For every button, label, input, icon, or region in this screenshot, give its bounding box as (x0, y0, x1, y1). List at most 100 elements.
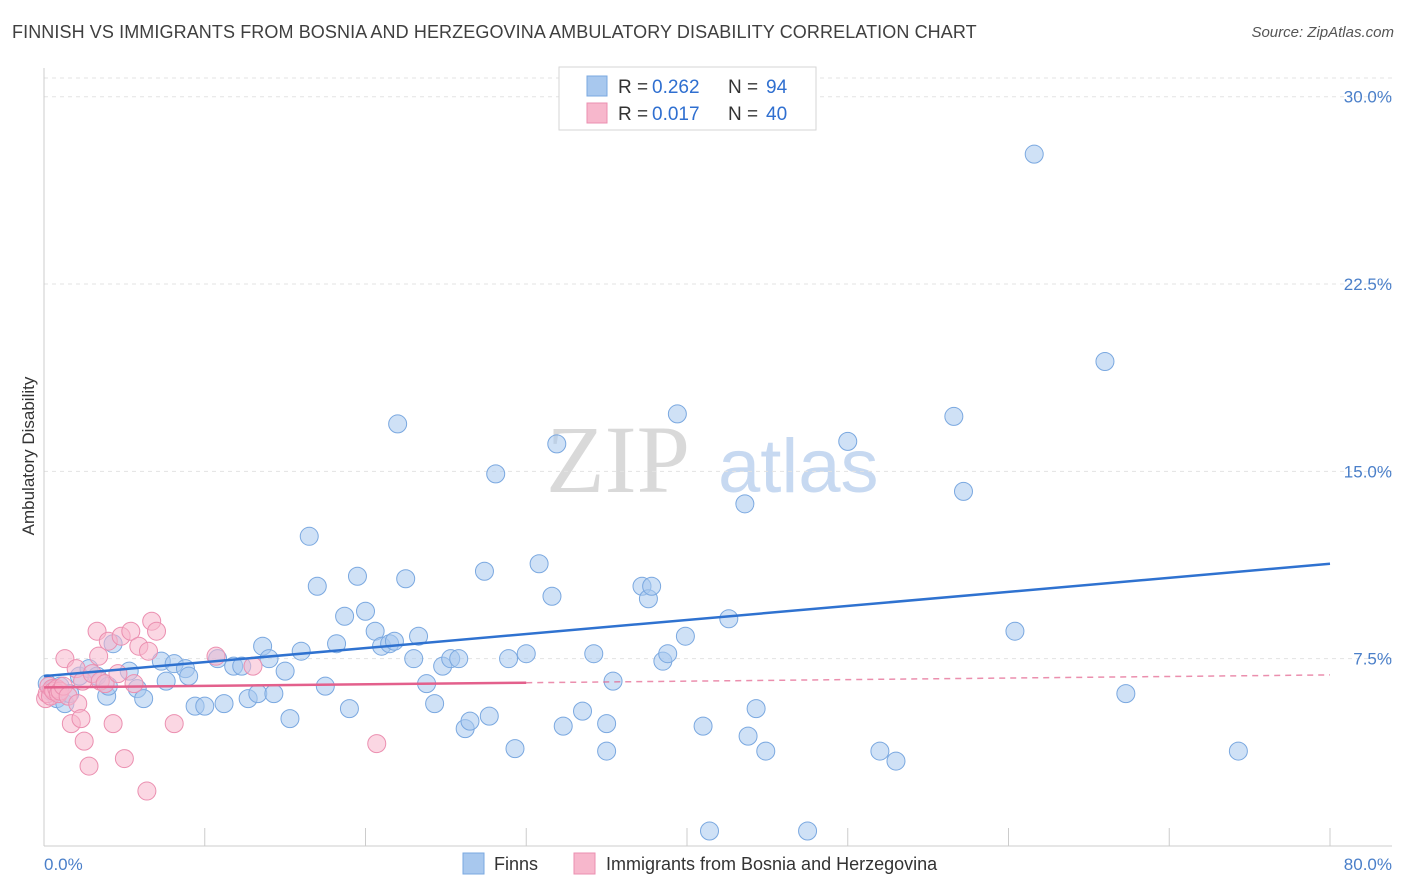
point-finns-90 (886, 751, 906, 771)
legend-n-label-finns: N = (728, 77, 758, 98)
point-finns-67 (553, 716, 573, 736)
point-finns-36 (307, 576, 327, 596)
point-finns-34 (291, 641, 311, 661)
point-bosnia-28 (114, 749, 134, 769)
bottom-legend-label-finns: Finns (494, 854, 538, 874)
point-finns-32 (275, 661, 295, 681)
point-bosnia-23 (95, 674, 115, 694)
point-finns-55 (449, 649, 469, 669)
point-finns-63 (516, 644, 536, 664)
point-finns-79 (675, 626, 695, 646)
trend-line-finns (43, 562, 1331, 678)
point-finns-61 (499, 649, 519, 669)
point-bosnia-25 (103, 714, 123, 734)
y-tick-label-1: 15.0% (1344, 462, 1392, 481)
point-bosnia-32 (137, 781, 157, 801)
stats-legend: R = 0.262 N = 94 R = 0.017 N = 40 (558, 66, 817, 131)
trend-line-bosnia (43, 681, 527, 689)
point-finns-86 (756, 741, 776, 761)
point-finns-47 (388, 414, 408, 434)
x-tick-label-left: 0.0% (44, 855, 83, 874)
point-finns-52 (425, 694, 445, 714)
point-finns-80 (693, 716, 713, 736)
point-finns-59 (479, 706, 499, 726)
point-bosnia-33 (138, 641, 158, 661)
legend-r-value-finns: 0.262 (652, 77, 700, 98)
y-tick-label-2: 22.5% (1344, 275, 1392, 294)
point-bosnia-35 (147, 621, 167, 641)
point-finns-83 (735, 494, 755, 514)
legend-n-value-bosnia: 40 (766, 104, 787, 125)
legend-r-label-bosnia: R = (618, 104, 648, 125)
point-finns-41 (347, 566, 367, 586)
point-bosnia-17 (74, 731, 94, 751)
bottom-legend-swatch-finns (462, 852, 485, 875)
point-bosnia-21 (89, 646, 109, 666)
point-finns-94 (1024, 144, 1044, 164)
point-bosnia-29 (121, 621, 141, 641)
point-finns-46 (384, 631, 404, 651)
y-tick-label-0: 7.5% (1353, 650, 1392, 669)
legend-n-label-bosnia: N = (728, 104, 758, 125)
point-finns-93 (1005, 621, 1025, 641)
point-finns-69 (584, 644, 604, 664)
point-bosnia-36 (164, 714, 184, 734)
y-axis-label: Ambulatory Disability (19, 376, 38, 535)
point-finns-31 (264, 684, 284, 704)
point-finns-77 (658, 644, 678, 664)
series-legend: Finns Immigrants from Bosnia and Herzego… (462, 852, 938, 875)
point-finns-96 (1116, 684, 1136, 704)
point-finns-37 (315, 676, 335, 696)
x-tick-label-right: 80.0% (1344, 855, 1392, 874)
gridlines (44, 77, 1392, 660)
point-finns-97 (1228, 741, 1248, 761)
point-finns-64 (529, 554, 549, 574)
point-bosnia-26 (108, 664, 128, 684)
point-bosnia-30 (124, 674, 144, 694)
point-bosnia-15 (71, 709, 91, 729)
point-finns-39 (335, 606, 355, 626)
point-finns-38 (327, 634, 347, 654)
point-finns-95 (1095, 351, 1115, 371)
source-label: Source: ZipAtlas.com (1251, 24, 1394, 41)
point-finns-91 (944, 406, 964, 426)
point-finns-89 (870, 741, 890, 761)
legend-swatch-bosnia (586, 102, 608, 124)
point-finns-48 (396, 569, 416, 589)
point-finns-49 (404, 649, 424, 669)
point-finns-20 (179, 666, 199, 686)
point-finns-72 (603, 671, 623, 691)
point-bosnia-18 (79, 756, 99, 776)
point-finns-92 (953, 481, 973, 501)
trend-line-dashed-bosnia (526, 674, 1331, 684)
point-finns-30 (259, 649, 279, 669)
point-finns-81 (700, 821, 720, 841)
point-finns-42 (356, 601, 375, 621)
trend-lines (43, 562, 1331, 689)
chart-title: FINNISH VS IMMIGRANTS FROM BOSNIA AND HE… (12, 22, 977, 42)
point-finns-33 (280, 709, 300, 729)
point-finns-40 (339, 699, 359, 719)
point-finns-82 (719, 609, 739, 629)
legend-r-value-bosnia: 0.017 (652, 104, 700, 125)
bottom-legend-swatch-bosnia (573, 852, 596, 875)
point-finns-15 (134, 689, 154, 709)
point-finns-35 (299, 526, 319, 546)
point-finns-62 (505, 739, 525, 759)
data-points (36, 144, 1248, 841)
point-finns-60 (486, 464, 506, 484)
point-finns-50 (409, 626, 429, 646)
point-finns-22 (195, 696, 215, 716)
point-finns-87 (798, 821, 818, 841)
y-tick-label-3: 30.0% (1344, 88, 1392, 107)
legend-swatch-finns (586, 75, 608, 97)
legend-r-label-finns: R = (618, 77, 648, 98)
point-bosnia-39 (367, 734, 387, 754)
point-finns-85 (746, 699, 766, 719)
point-finns-57 (460, 711, 480, 731)
point-finns-84 (738, 726, 758, 746)
point-finns-68 (573, 701, 593, 721)
point-finns-65 (542, 586, 562, 606)
watermark-zip: ZIP (546, 406, 690, 513)
